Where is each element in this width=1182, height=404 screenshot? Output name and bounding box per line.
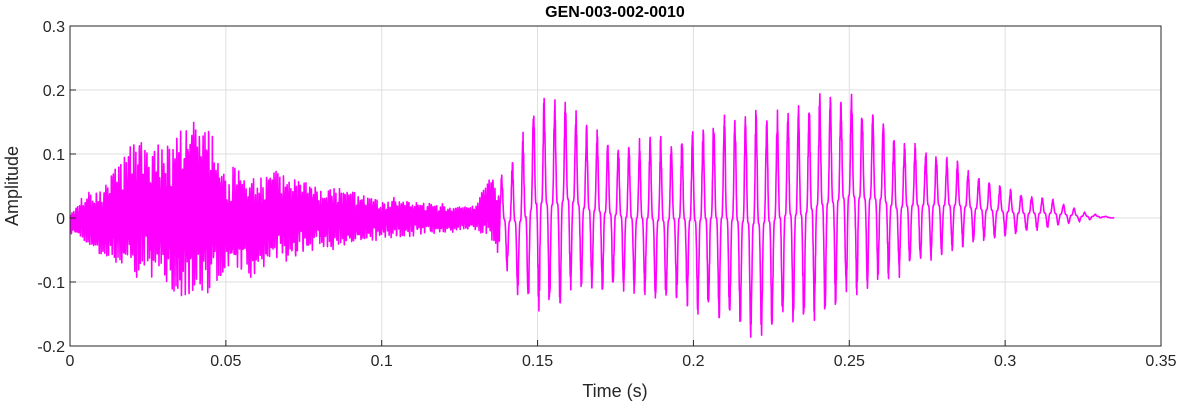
- waveform-series-line: [69, 93, 1115, 338]
- x-tick-label: 0.35: [1145, 353, 1176, 370]
- y-tick-label: 0.2: [43, 83, 65, 100]
- y-tick-label: -0.1: [37, 275, 65, 292]
- x-tick-label: 0.2: [682, 353, 704, 370]
- x-tick-label: 0.1: [371, 353, 393, 370]
- x-tick-label: 0.25: [834, 353, 865, 370]
- plot-area: [69, 93, 1115, 338]
- x-axis-label: Time (s): [582, 381, 647, 401]
- x-tick-label: 0.3: [994, 353, 1016, 370]
- axis-ticks: 0 0.05 0.1 0.15 0.2 0.25 0.3 0.35 -0.2 -0.1 0 0.1 0.…: [37, 19, 1176, 370]
- chart-title: GEN-003-002-0010: [545, 4, 685, 21]
- y-axis-label: Amplitude: [2, 146, 22, 226]
- x-tick-label: 0: [66, 353, 75, 370]
- y-tick-label: 0.3: [43, 19, 65, 36]
- y-tick-label: 0.1: [43, 147, 65, 164]
- y-tick-label: 0: [56, 211, 65, 228]
- x-tick-label: 0.05: [210, 353, 241, 370]
- x-tick-label: 0.15: [522, 353, 553, 370]
- axes-box: [69, 25, 1162, 347]
- y-tick-label: -0.2: [37, 339, 65, 356]
